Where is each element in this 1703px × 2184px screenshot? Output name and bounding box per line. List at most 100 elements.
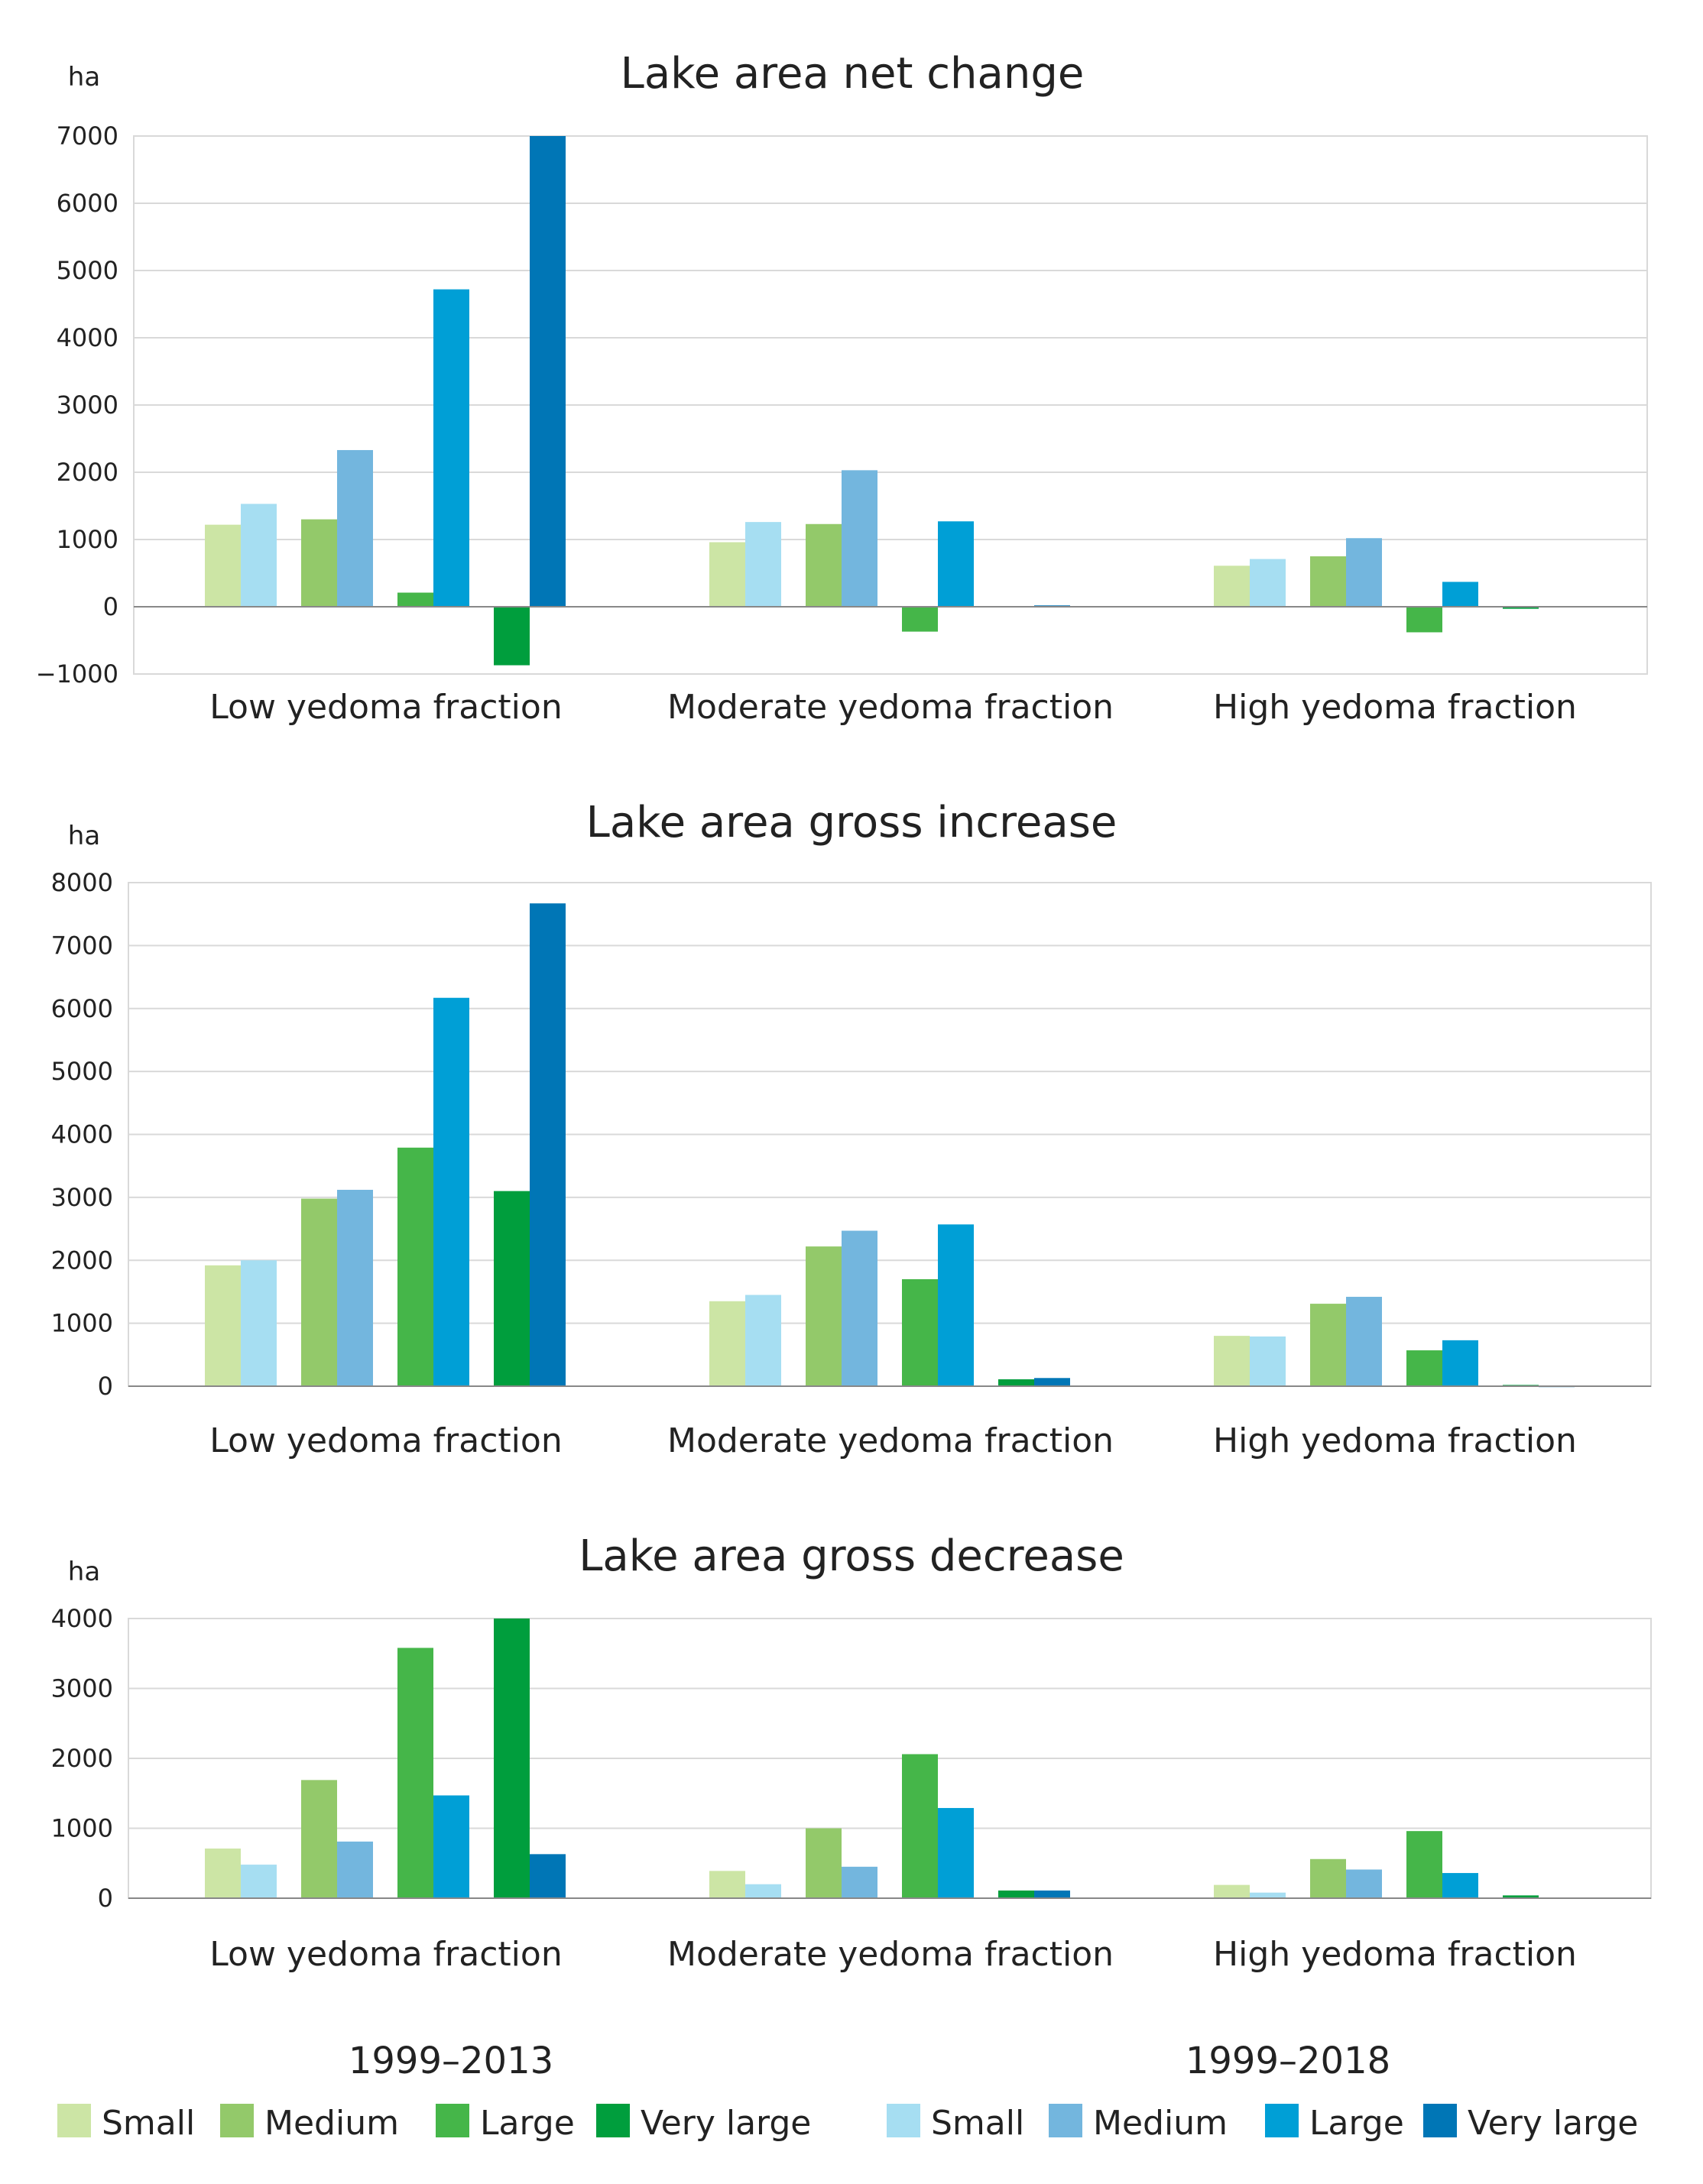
bar-medium-p2-high-yedoma-fraction	[1346, 1297, 1382, 1386]
bar-small-p2-low-yedoma-fraction	[241, 504, 277, 607]
period-label-1999-2013: 1999–2013	[349, 2040, 553, 2082]
bar-medium-p1-low-yedoma-fraction	[301, 519, 337, 607]
y-tick-label: 8000	[51, 868, 113, 897]
bar-very-large-p2-low-yedoma-fraction	[530, 903, 566, 1386]
bar-small-p1-low-yedoma-fraction	[205, 1265, 241, 1386]
bar-large-p2-low-yedoma-fraction	[433, 289, 469, 607]
y-tick-label: 5000	[57, 256, 118, 285]
legend: Small Medium Large Very large Small Medium Lar…	[57, 2104, 1638, 2143]
bar-small-p1-high-yedoma-fraction	[1214, 565, 1250, 607]
chart-lake-area-net-change: Lake area net change ha −1000 0 1000 2000 3000…	[36, 49, 1648, 727]
y-tick-label: 4000	[51, 1604, 113, 1633]
y-axis-unit: ha	[68, 1557, 100, 1587]
bar-very-large-p2-low-yedoma-fraction	[530, 1854, 566, 1898]
bar-small-p2-low-yedoma-fraction	[241, 1865, 277, 1898]
bar-small-p1-high-yedoma-fraction	[1214, 1884, 1250, 1898]
legend-label-small-p2: Small	[931, 2104, 1024, 2143]
legend-label-very-large-p1: Very large	[641, 2104, 811, 2143]
bar-large-p1-low-yedoma-fraction	[397, 1648, 433, 1898]
bar-medium-p2-moderate-yedoma-fraction	[842, 470, 877, 607]
y-tick-label: 7000	[57, 122, 118, 151]
bar-large-p1-high-yedoma-fraction	[1406, 1831, 1442, 1898]
legend-label-medium-p2: Medium	[1093, 2104, 1228, 2143]
bar-medium-p2-moderate-yedoma-fraction	[842, 1866, 877, 1898]
legend-label-large-p1: Large	[480, 2104, 575, 2143]
bar-medium-p2-high-yedoma-fraction	[1346, 1869, 1382, 1898]
y-axis-unit: ha	[68, 62, 100, 92]
y-tick-label: 1000	[57, 525, 118, 554]
y-tick-label: 1000	[51, 1309, 113, 1338]
bar-large-p1-high-yedoma-fraction	[1406, 1350, 1442, 1386]
legend-label-medium-p1: Medium	[264, 2104, 399, 2143]
chart-title: Lake area net change	[621, 49, 1085, 99]
legend-swatch-medium-p2	[1049, 2104, 1082, 2137]
legend-swatch-large-p1	[436, 2104, 469, 2137]
bar-very-large-p2-moderate-yedoma-fraction	[1034, 1378, 1070, 1386]
bar-medium-p1-moderate-yedoma-fraction	[806, 1828, 842, 1898]
y-tick-label: 0	[98, 1884, 113, 1913]
bar-large-p2-moderate-yedoma-fraction	[938, 1224, 974, 1386]
bar-medium-p1-high-yedoma-fraction	[1310, 1858, 1346, 1898]
category-label: Low yedoma fraction	[209, 688, 562, 727]
bar-small-p2-high-yedoma-fraction	[1250, 1892, 1286, 1898]
category-label: Moderate yedoma fraction	[667, 1421, 1114, 1460]
bar-medium-p1-low-yedoma-fraction	[301, 1198, 337, 1386]
bar-medium-p1-moderate-yedoma-fraction	[806, 1246, 842, 1386]
period-label-1999-2018: 1999–2018	[1186, 2040, 1390, 2082]
bar-large-p1-low-yedoma-fraction	[397, 592, 433, 607]
category-label: High yedoma fraction	[1213, 1421, 1577, 1460]
y-tick-label: −1000	[36, 659, 118, 689]
category-label: Low yedoma fraction	[209, 1935, 562, 1974]
bar-small-p2-moderate-yedoma-fraction	[745, 1295, 781, 1386]
charts-container: Lake area net change ha −1000 0 1000 2000 3000…	[36, 49, 1652, 1974]
category-label: Moderate yedoma fraction	[667, 1935, 1114, 1974]
bar-small-p1-moderate-yedoma-fraction	[709, 542, 745, 607]
category-label: Low yedoma fraction	[209, 1421, 562, 1460]
bar-very-large-p1-high-yedoma-fraction	[1503, 1895, 1539, 1898]
bar-large-p1-moderate-yedoma-fraction	[902, 607, 938, 632]
y-tick-label: 2000	[51, 1246, 113, 1275]
bar-small-p1-moderate-yedoma-fraction	[709, 1871, 745, 1898]
y-tick-label: 2000	[57, 458, 118, 487]
y-tick-label: 3000	[51, 1183, 113, 1212]
bar-medium-p2-high-yedoma-fraction	[1346, 538, 1382, 607]
y-tick-label: 3000	[57, 390, 118, 420]
bar-large-p2-moderate-yedoma-fraction	[938, 521, 974, 607]
bar-very-large-p1-high-yedoma-fraction	[1503, 607, 1539, 609]
bar-small-p2-high-yedoma-fraction	[1250, 559, 1286, 607]
chart-title: Lake area gross increase	[586, 798, 1117, 847]
bar-very-large-p1-low-yedoma-fraction	[494, 1191, 530, 1386]
bar-large-p1-high-yedoma-fraction	[1406, 607, 1442, 633]
bar-small-p1-low-yedoma-fraction	[205, 524, 241, 607]
y-tick-label: 4000	[51, 1120, 113, 1149]
bar-very-large-p1-low-yedoma-fraction	[494, 607, 530, 666]
bar-medium-p1-high-yedoma-fraction	[1310, 556, 1346, 607]
bar-large-p1-low-yedoma-fraction	[397, 1147, 433, 1386]
y-tick-label: 6000	[57, 189, 118, 218]
y-tick-label: 0	[98, 1372, 113, 1401]
bar-small-p1-moderate-yedoma-fraction	[709, 1301, 745, 1386]
legend-label-small-p1: Small	[102, 2104, 195, 2143]
legend-label-large-p2: Large	[1309, 2104, 1404, 2143]
legend-swatch-large-p2	[1265, 2104, 1299, 2137]
y-tick-label: 0	[103, 592, 118, 621]
legend-swatch-medium-p1	[220, 2104, 254, 2137]
bar-very-large-p1-moderate-yedoma-fraction	[998, 1379, 1034, 1386]
category-label: High yedoma fraction	[1213, 688, 1577, 727]
legend-swatch-small-p2	[887, 2104, 920, 2137]
y-tick-label: 4000	[57, 323, 118, 352]
bar-large-p2-moderate-yedoma-fraction	[938, 1807, 974, 1898]
legend-swatch-very-large-p1	[596, 2104, 630, 2137]
category-label: High yedoma fraction	[1213, 1935, 1577, 1974]
bar-medium-p2-low-yedoma-fraction	[337, 1189, 373, 1386]
bar-medium-p1-low-yedoma-fraction	[301, 1780, 337, 1898]
chart-title: Lake area gross decrease	[579, 1531, 1124, 1581]
bar-small-p2-moderate-yedoma-fraction	[745, 1884, 781, 1898]
bar-small-p2-moderate-yedoma-fraction	[745, 522, 781, 607]
bar-small-p1-low-yedoma-fraction	[205, 1849, 241, 1898]
y-tick-label: 5000	[51, 1057, 113, 1086]
bar-large-p1-moderate-yedoma-fraction	[902, 1278, 938, 1386]
bar-medium-p2-moderate-yedoma-fraction	[842, 1230, 877, 1386]
y-axis-unit: ha	[68, 821, 100, 851]
